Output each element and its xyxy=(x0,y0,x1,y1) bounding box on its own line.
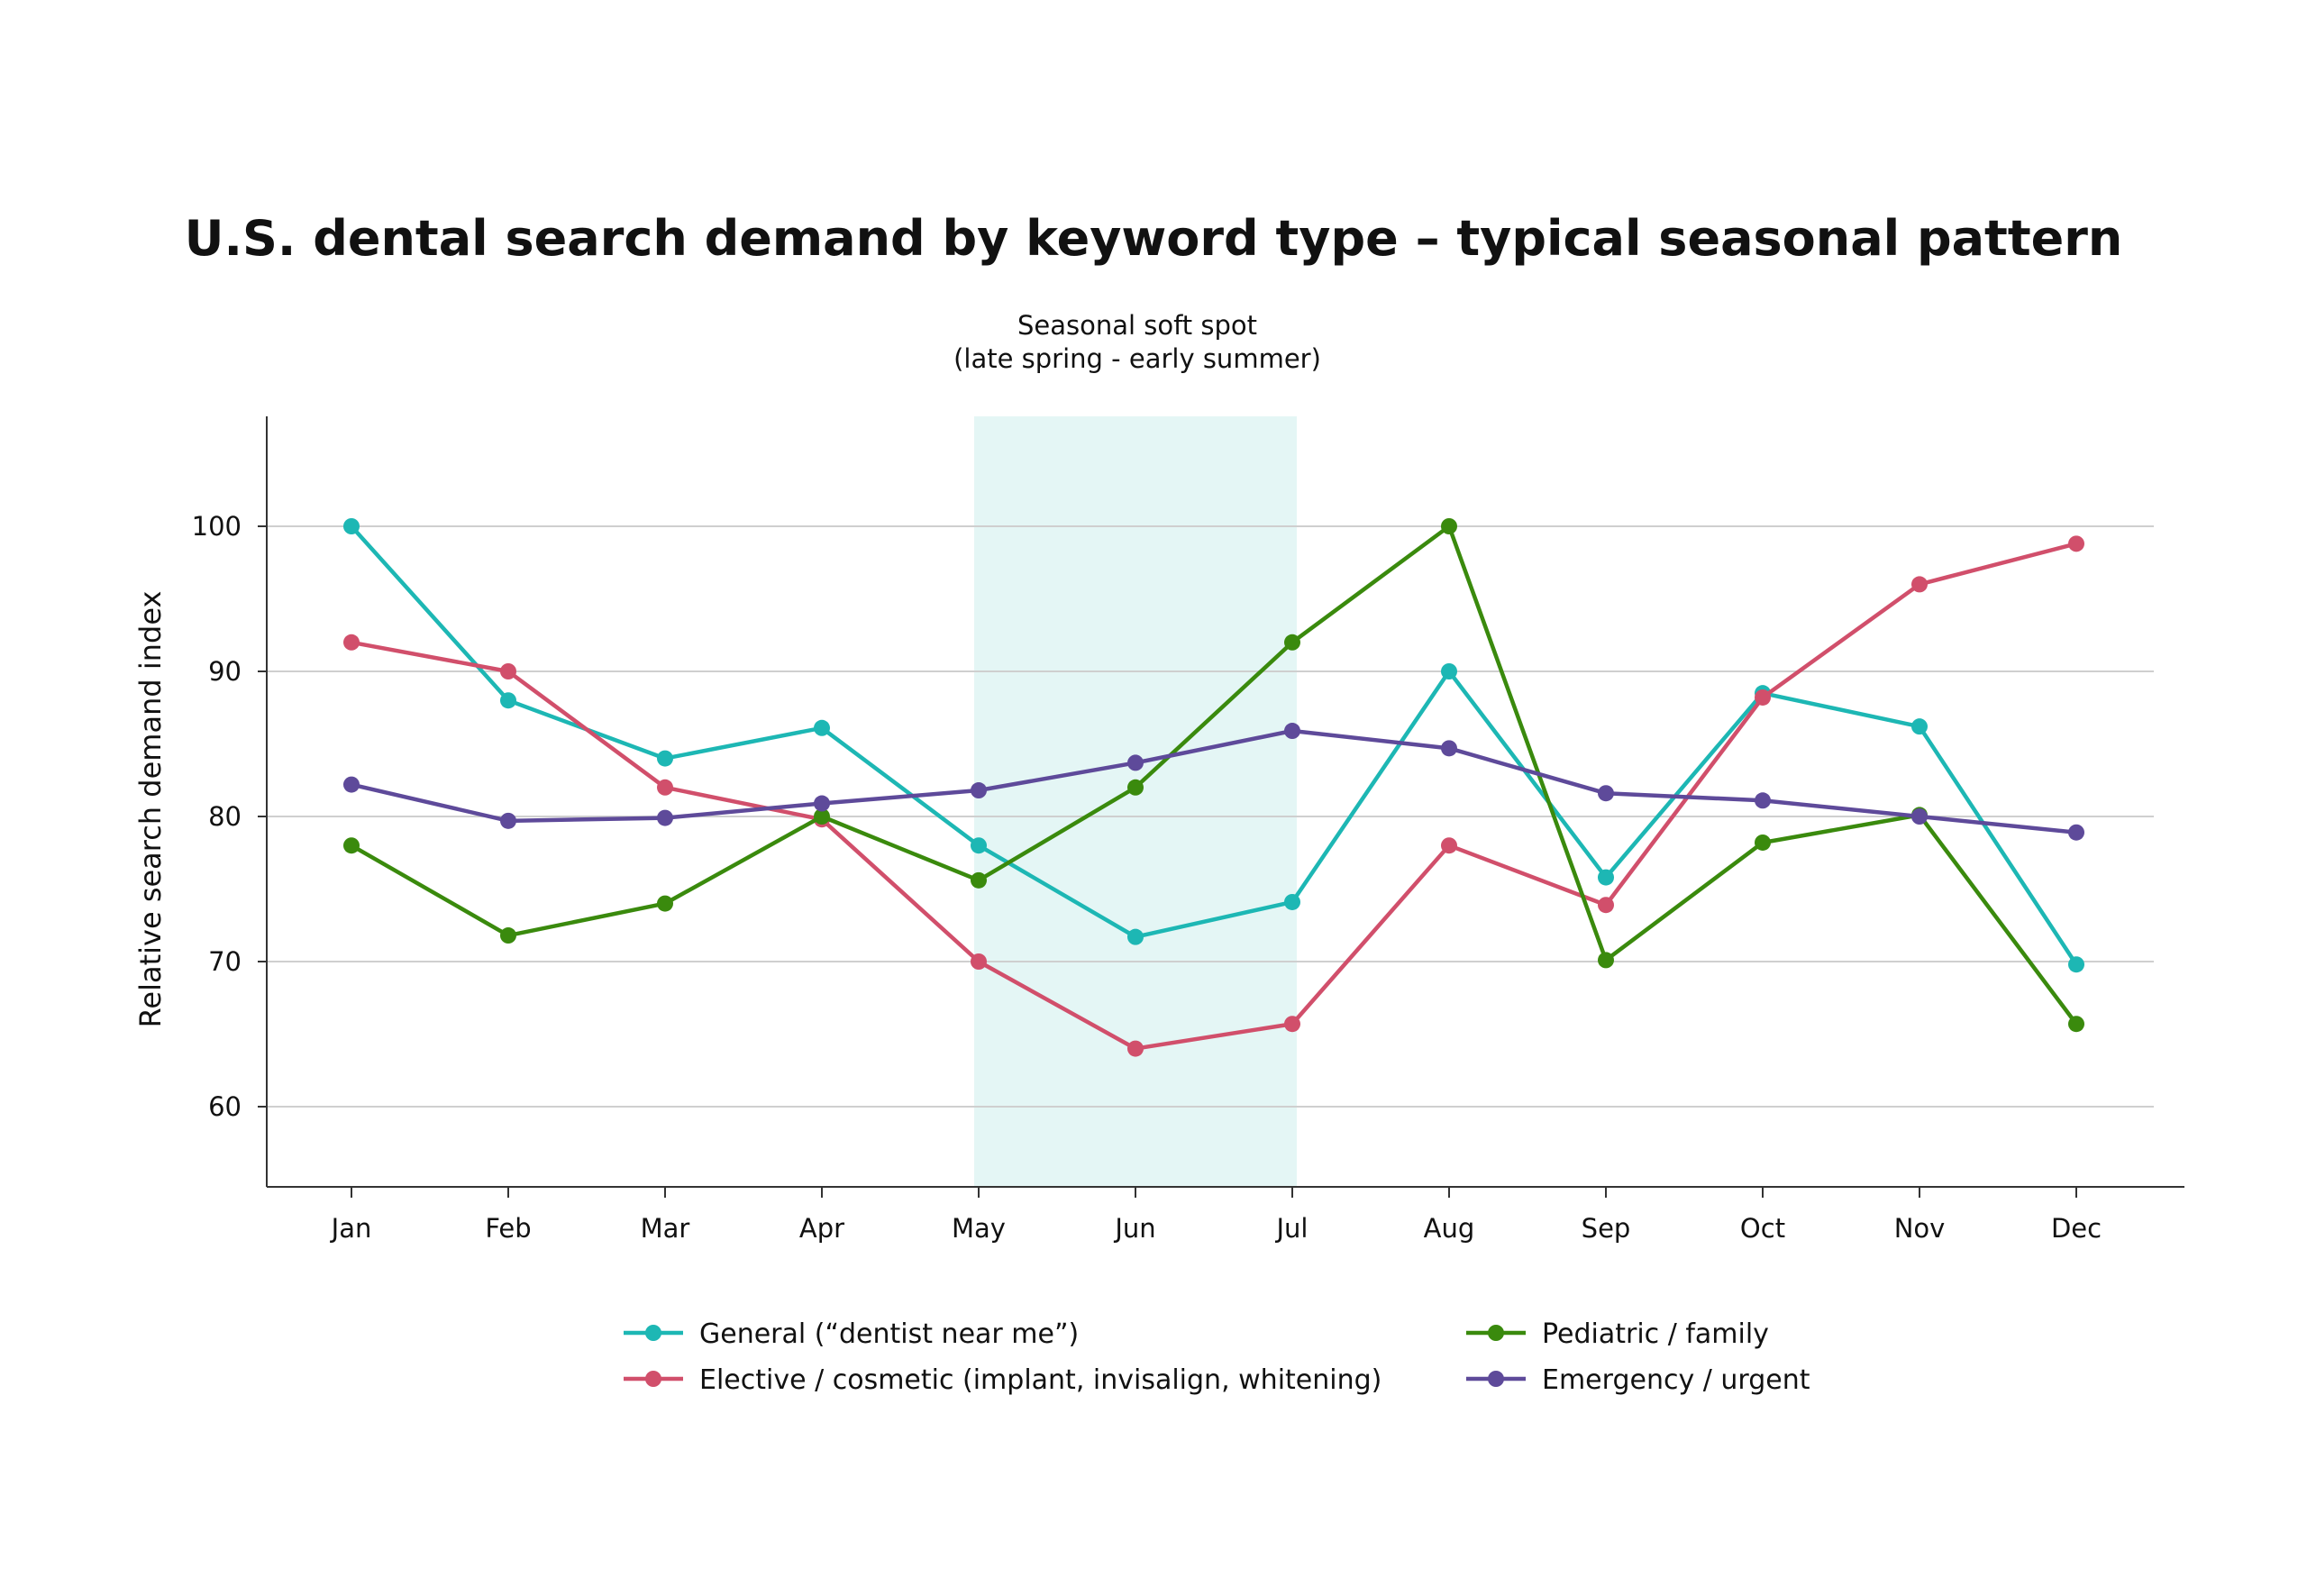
legend-swatch-marker-1 xyxy=(645,1325,661,1341)
legend-item-1: General (“dentist near me”) xyxy=(624,1318,1079,1350)
soft-spot-label-line1: Seasonal soft spot xyxy=(1017,310,1257,341)
series-1-point-jul xyxy=(1284,893,1300,910)
series-4-point-oct xyxy=(1755,792,1771,809)
x-tick-label-feb: Feb xyxy=(485,1213,531,1244)
y-axis-label: Relative search demand index xyxy=(133,591,168,1028)
legend-item-4: Emergency / urgent xyxy=(1466,1364,1810,1396)
x-axis-ticks: Jan Feb Mar Apr May Jun Jul Aug Sep Oct Nov Dec xyxy=(330,1187,2102,1244)
legend-item-3: Pediatric / family xyxy=(1466,1318,1769,1350)
y-tick-label-60: 60 xyxy=(208,1091,242,1122)
soft-spot-label-line2: (late spring - early summer) xyxy=(953,343,1321,374)
x-tick-label-jan: Jan xyxy=(330,1213,372,1244)
legend-swatch-marker-2 xyxy=(645,1371,661,1387)
series-1-point-mar xyxy=(657,750,673,767)
series-1-point-dec xyxy=(2068,956,2084,973)
series-1-point-nov xyxy=(1911,718,1928,735)
series-3-point-mar xyxy=(657,895,673,912)
legend-label-1: General (“dentist near me”) xyxy=(699,1318,1079,1350)
x-tick-label-may: May xyxy=(952,1213,1006,1244)
series-4 xyxy=(343,723,2084,841)
series-4-line xyxy=(351,728,2077,834)
series-3-point-jul xyxy=(1284,634,1300,651)
series-1-point-sep xyxy=(1598,869,1614,886)
x-tick-label-mar: Mar xyxy=(641,1213,690,1244)
series-4-point-sep xyxy=(1598,785,1614,802)
axes xyxy=(266,416,2184,1188)
legend-label-3: Pediatric / family xyxy=(1542,1318,1769,1350)
y-tick-label-70: 70 xyxy=(208,946,242,977)
series-4-point-jun xyxy=(1127,754,1144,771)
series-1-point-may xyxy=(971,837,987,854)
legend-swatch-marker-3 xyxy=(1488,1325,1504,1341)
series-4-point-dec xyxy=(2068,824,2084,841)
series-1-point-feb xyxy=(500,692,516,709)
series-3-point-apr xyxy=(814,808,830,825)
x-tick-label-apr: Apr xyxy=(799,1213,844,1244)
series-3-point-sep xyxy=(1598,952,1614,969)
series-2-point-feb xyxy=(500,663,516,679)
grid-lines xyxy=(267,525,2154,1108)
legend-item-2: Elective / cosmetic (implant, invisalign… xyxy=(624,1364,1381,1396)
series-2-point-nov xyxy=(1911,576,1928,593)
series-1-point-jan xyxy=(343,518,360,534)
x-tick-label-jun: Jun xyxy=(1113,1213,1155,1244)
series-2-point-oct xyxy=(1755,689,1771,706)
series-1 xyxy=(343,518,2084,973)
series-3-point-jan xyxy=(343,837,360,854)
series-1-line xyxy=(350,524,2078,966)
series-2-point-jul xyxy=(1284,1016,1300,1033)
chart-title: U.S. dental search demand by keyword typ… xyxy=(185,210,2123,267)
x-tick-label-nov: Nov xyxy=(1894,1213,1946,1244)
legend-label-2: Elective / cosmetic (implant, invisalign… xyxy=(699,1364,1381,1396)
series-3-point-feb xyxy=(500,927,516,944)
legend-swatch-marker-4 xyxy=(1488,1371,1504,1387)
series-2-point-aug xyxy=(1441,837,1457,854)
series-4-point-mar xyxy=(657,809,673,826)
legend: General (“dentist near me”) Elective / co… xyxy=(624,1318,1810,1396)
series-2 xyxy=(343,535,2084,1057)
series-3-line xyxy=(350,524,2078,1026)
x-tick-label-sep: Sep xyxy=(1582,1213,1631,1244)
series-2-point-sep xyxy=(1598,897,1614,914)
x-tick-label-jul: Jul xyxy=(1275,1213,1309,1244)
y-axis-ticks: 60 70 80 90 100 xyxy=(192,511,267,1122)
series-4-point-aug xyxy=(1441,740,1457,757)
x-tick-label-oct: Oct xyxy=(1740,1213,1785,1244)
series-2-point-jan xyxy=(343,634,360,651)
series-3-point-jun xyxy=(1127,779,1144,796)
y-tick-label-90: 90 xyxy=(208,656,242,687)
x-tick-label-aug: Aug xyxy=(1424,1213,1475,1244)
series-3-point-aug xyxy=(1441,518,1457,534)
y-tick-label-80: 80 xyxy=(208,801,242,832)
series-4-point-feb xyxy=(500,812,516,829)
series-2-point-jun xyxy=(1127,1040,1144,1057)
series-2-line xyxy=(351,542,2077,1051)
series-3-point-may xyxy=(971,871,987,889)
series-4-point-apr xyxy=(814,795,830,812)
series-4-point-jul xyxy=(1284,723,1300,740)
series-2-point-dec xyxy=(2068,535,2084,552)
y-tick-label-100: 100 xyxy=(192,511,242,542)
series-4-point-jan xyxy=(343,776,360,793)
series-1-point-apr xyxy=(814,719,830,736)
x-tick-label-dec: Dec xyxy=(2051,1213,2102,1244)
series-1-point-jun xyxy=(1127,928,1144,945)
series-1-point-aug xyxy=(1441,663,1457,679)
series-3-point-oct xyxy=(1755,834,1771,851)
series-4-point-may xyxy=(971,782,987,799)
soft-spot-band xyxy=(974,416,1297,1187)
series-2-point-may xyxy=(971,953,987,970)
series-2-point-mar xyxy=(657,779,673,796)
legend-label-4: Emergency / urgent xyxy=(1542,1364,1810,1396)
series-4-point-nov xyxy=(1911,808,1928,825)
series-3-point-dec xyxy=(2068,1016,2084,1033)
series-lines xyxy=(343,518,2084,1057)
